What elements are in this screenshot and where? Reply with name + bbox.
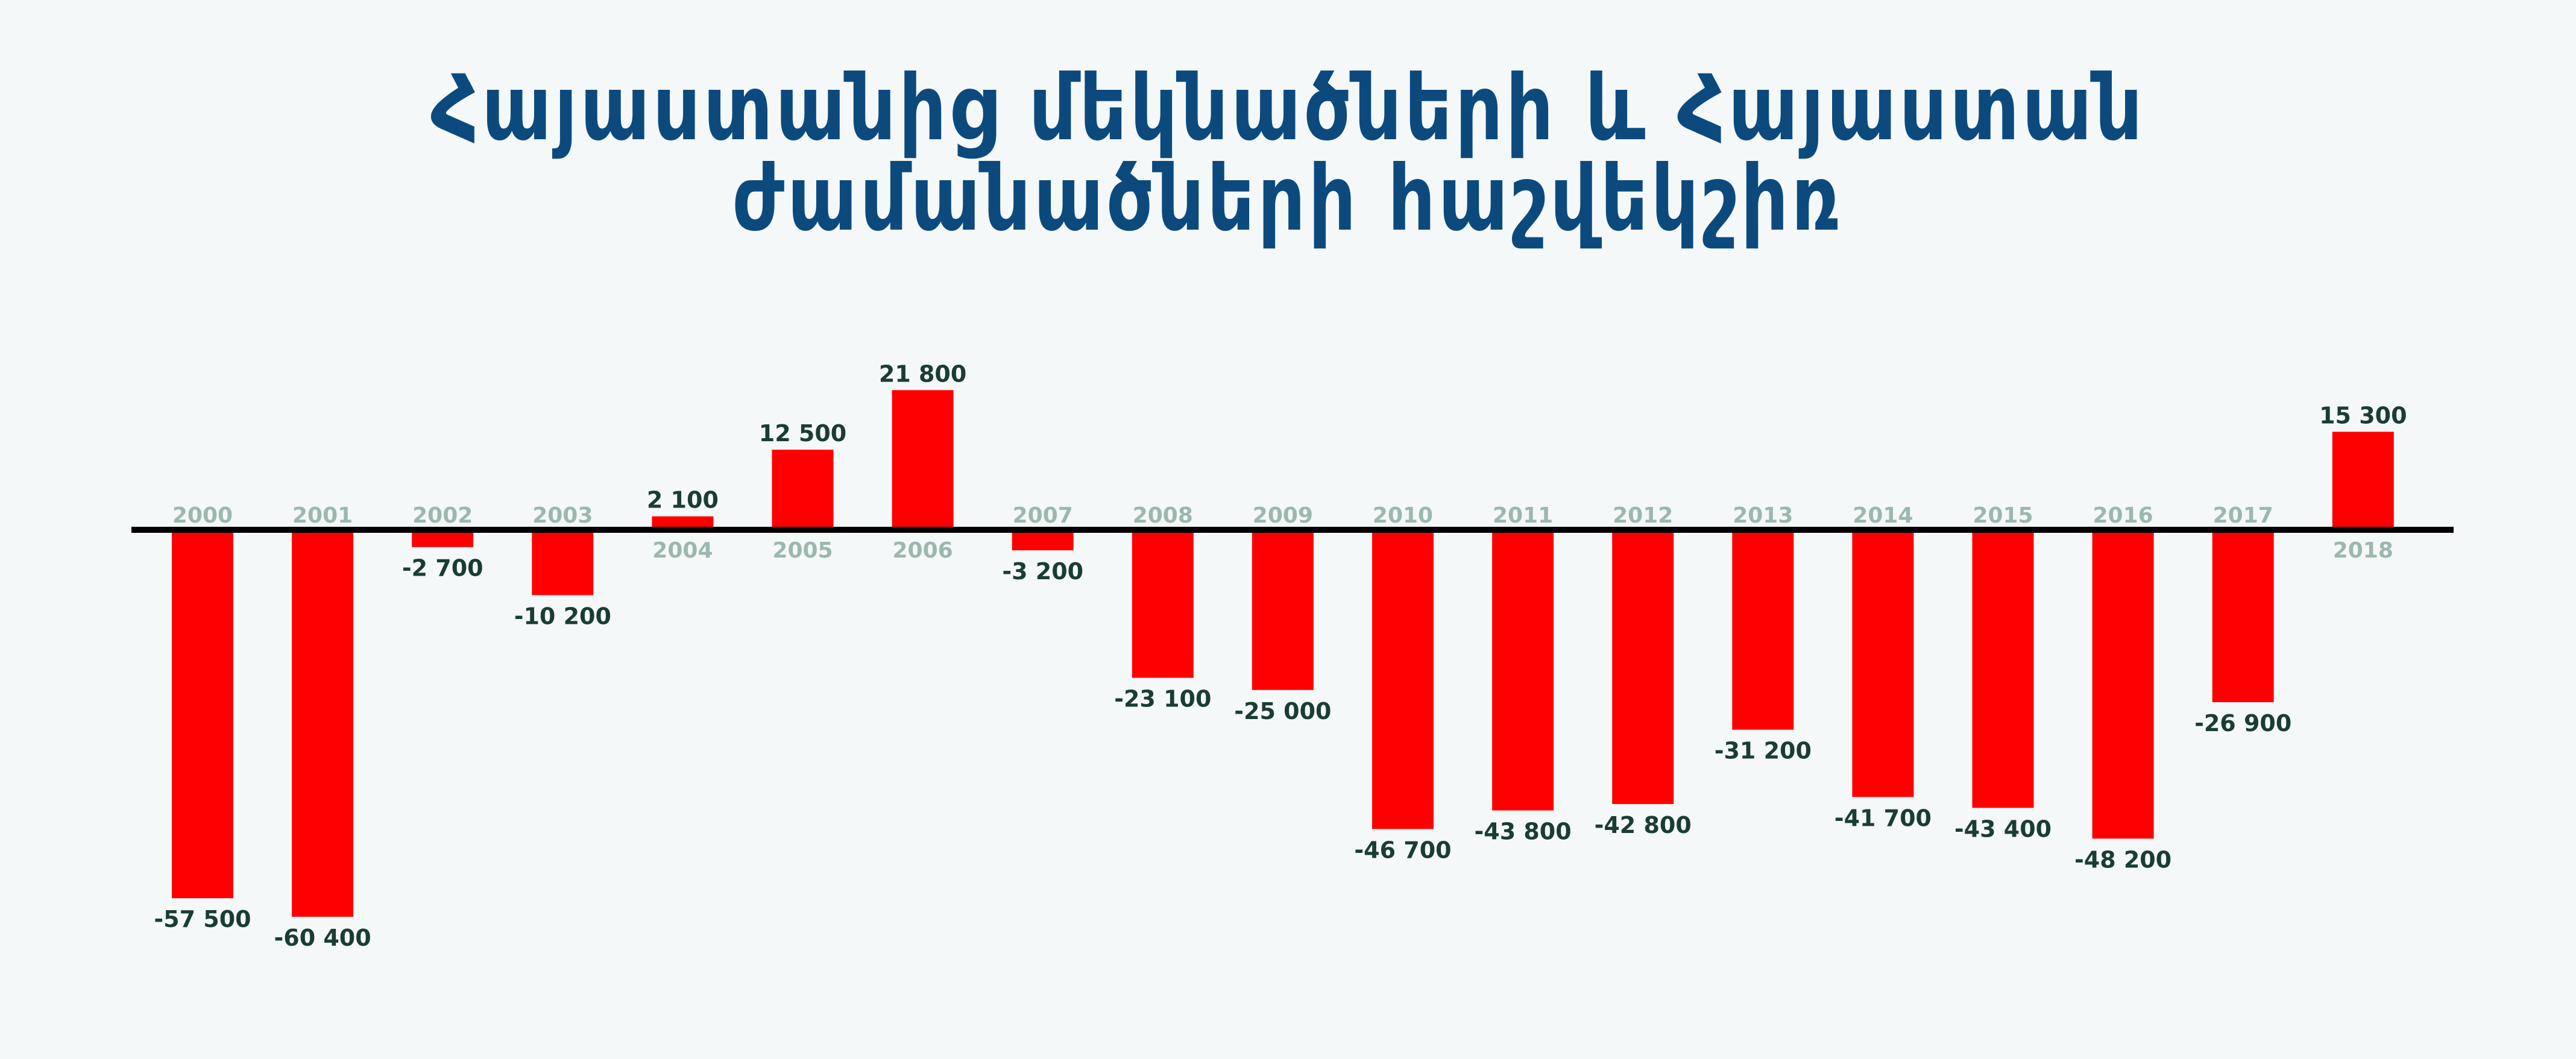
value-label-2003: -10 200 [514, 603, 611, 629]
year-label-2005: 2005 [772, 538, 833, 563]
bar-2005 [772, 450, 834, 530]
year-label-2001: 2001 [292, 503, 353, 528]
year-label-2014: 2014 [1853, 503, 1913, 528]
value-label-2010: -46 700 [1354, 837, 1451, 863]
year-label-2015: 2015 [1973, 503, 2033, 528]
year-label-2011: 2011 [1493, 503, 1553, 528]
year-label-2000: 2000 [172, 503, 233, 528]
value-label-2001: -60 400 [274, 925, 371, 951]
year-label-2004: 2004 [652, 538, 713, 563]
value-label-2012: -42 800 [1595, 812, 1692, 838]
year-label-2013: 2013 [1733, 503, 1793, 528]
year-label-2017: 2017 [2213, 503, 2273, 528]
year-label-2016: 2016 [2093, 503, 2153, 528]
value-label-2002: -2 700 [402, 555, 483, 582]
bar-2014 [1852, 530, 1914, 797]
value-label-2009: -25 000 [1234, 698, 1331, 724]
value-label-2004: 2 100 [647, 487, 719, 514]
bar-2011 [1492, 530, 1554, 811]
value-label-2015: -43 400 [1954, 815, 2052, 842]
chart-title: Հայաստանից մեկնածների և Հայաստան ժամանած… [430, 56, 2146, 251]
bar-2004 [652, 516, 714, 530]
bar-2018 [2332, 432, 2394, 530]
year-label-2006: 2006 [892, 538, 953, 563]
year-label-2018: 2018 [2333, 538, 2393, 563]
value-label-2013: -31 200 [1715, 738, 1812, 764]
bar-2016 [2092, 530, 2154, 839]
bar-2009 [1252, 530, 1314, 690]
bar-2010 [1372, 530, 1434, 829]
year-label-2009: 2009 [1253, 503, 1313, 528]
value-label-2008: -23 100 [1114, 686, 1211, 712]
bar-2017 [2212, 530, 2274, 702]
bar-2008 [1132, 530, 1194, 678]
bar-2003 [532, 530, 594, 595]
value-label-2011: -43 800 [1474, 819, 1571, 845]
bar-2013 [1732, 530, 1794, 730]
value-label-2005: 12 500 [759, 420, 846, 447]
value-label-2006: 21 800 [879, 360, 966, 387]
value-label-2007: -3 200 [1002, 558, 1083, 585]
year-label-2012: 2012 [1613, 503, 1673, 528]
bar-2015 [1972, 530, 2034, 808]
year-label-2008: 2008 [1133, 503, 1193, 528]
value-label-2017: -26 900 [2194, 710, 2291, 737]
value-label-2014: -41 700 [1834, 805, 1932, 831]
value-label-2000: -57 500 [154, 906, 251, 932]
bar-2012 [1612, 530, 1674, 804]
bar-2000 [172, 530, 233, 899]
year-label-2003: 2003 [532, 503, 593, 528]
year-label-2002: 2002 [412, 503, 473, 528]
value-label-2018: 15 300 [2319, 402, 2407, 429]
bar-2001 [292, 530, 354, 917]
value-label-2016: -48 200 [2074, 846, 2171, 873]
bar-2007 [1012, 530, 1074, 551]
year-label-2010: 2010 [1373, 503, 1433, 528]
year-label-2007: 2007 [1013, 503, 1073, 528]
bar-2006 [892, 390, 954, 530]
